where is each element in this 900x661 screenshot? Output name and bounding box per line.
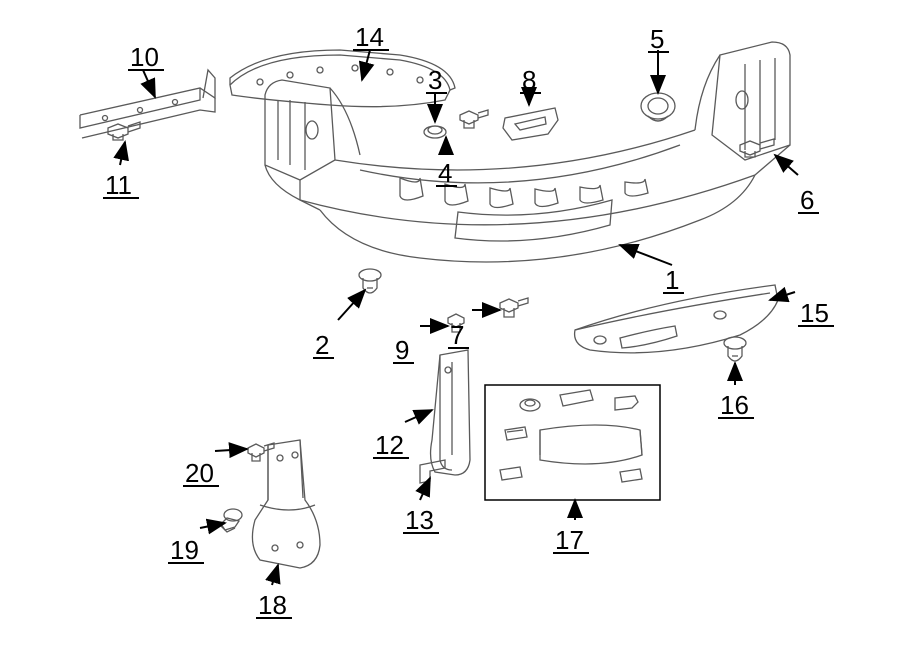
label-5: 5: [650, 24, 664, 55]
arrow-2: [338, 290, 365, 320]
part-8: [503, 108, 558, 140]
label-11: 11: [105, 170, 132, 201]
part-18: [252, 440, 320, 568]
arrows-group: [103, 50, 834, 618]
arrow-10: [143, 70, 155, 97]
part-7: [500, 298, 528, 317]
part-2: [359, 269, 381, 293]
label-18: 18: [258, 590, 287, 621]
arrow-15: [770, 292, 795, 300]
label-8: 8: [522, 65, 536, 96]
arrow-14: [362, 50, 370, 80]
part-12: [431, 350, 470, 475]
arrow-11: [120, 142, 125, 165]
label-1: 1: [665, 265, 679, 296]
label-14: 14: [355, 22, 384, 53]
label-16: 16: [720, 390, 749, 421]
diagram-stage: 1234567891011121314151617181920: [0, 0, 900, 661]
part-4: [460, 110, 488, 128]
label-12: 12: [375, 430, 404, 461]
arrow-6: [775, 155, 798, 175]
arrow-13: [420, 478, 430, 500]
label-6: 6: [800, 185, 814, 216]
label-13: 13: [405, 505, 434, 536]
label-2: 2: [315, 330, 329, 361]
label-10: 10: [130, 42, 159, 73]
label-19: 19: [170, 535, 199, 566]
arrow-20: [215, 449, 247, 451]
part-16: [724, 337, 746, 361]
label-15: 15: [800, 298, 829, 329]
part-20: [248, 443, 274, 461]
label-9: 9: [395, 335, 409, 366]
arrow-1: [620, 245, 672, 265]
arrow-12: [405, 410, 432, 422]
label-3: 3: [428, 65, 442, 96]
part-3: [424, 126, 446, 138]
label-20: 20: [185, 458, 214, 489]
arrow-18: [272, 565, 278, 585]
label-7: 7: [450, 320, 464, 351]
label-17: 17: [555, 525, 584, 556]
part-14: [230, 50, 455, 107]
part-17: [485, 385, 660, 500]
part-5: [641, 93, 675, 121]
label-4: 4: [438, 158, 452, 189]
part-19: [221, 509, 242, 532]
